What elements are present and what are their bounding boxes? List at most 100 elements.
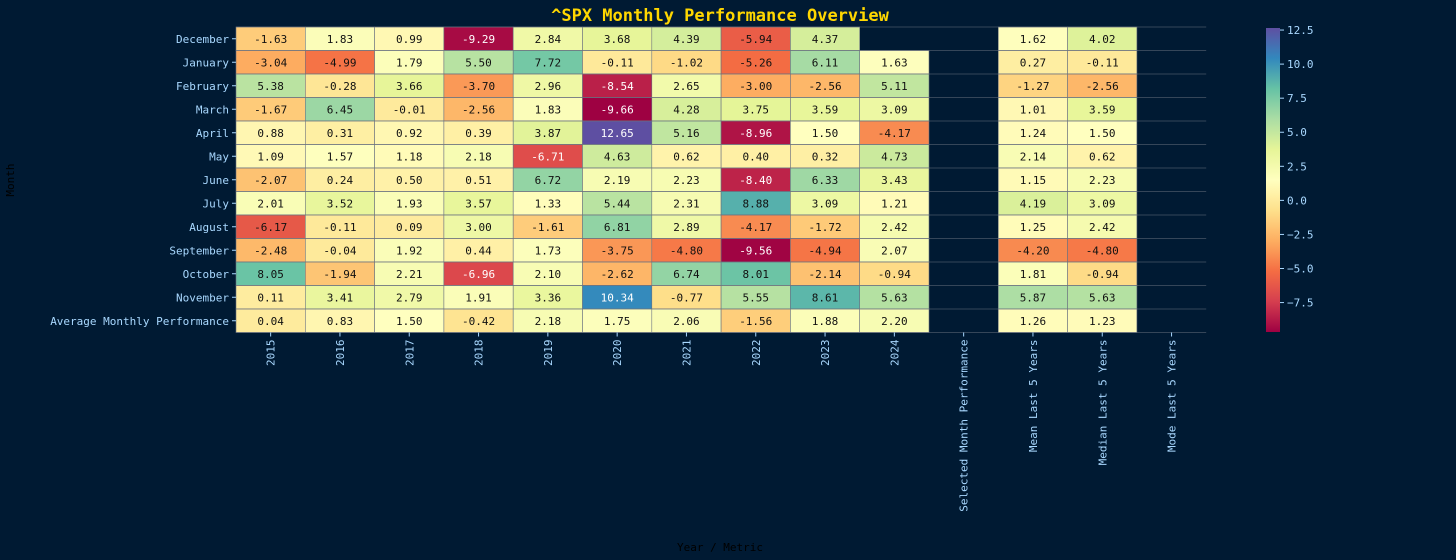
cell-value-label: -9.29: [462, 33, 495, 46]
cell-value-label: 1.63: [881, 56, 908, 69]
cell-value-label: -1.94: [323, 268, 356, 281]
cell-value-label: 4.39: [673, 33, 700, 46]
x-tick-label: 2016: [334, 340, 347, 367]
cell-value-label: -2.56: [462, 103, 495, 116]
cell-value-label: 2.19: [604, 174, 631, 187]
cell-value-label: 8.88: [743, 197, 770, 210]
cell-value-label: -2.56: [1086, 80, 1119, 93]
cell-value-label: 1.92: [396, 244, 423, 257]
x-tick-label: 2021: [680, 340, 693, 367]
cell-value-label: 7.72: [535, 56, 562, 69]
cell-value-label: -2.48: [254, 244, 287, 257]
cell-value-label: -3.04: [254, 56, 287, 69]
y-tick-label: Average Monthly Performance: [50, 315, 229, 328]
cell-value-label: 3.68: [604, 33, 631, 46]
cell-value-label: 2.42: [881, 221, 908, 234]
cell-value-label: 0.40: [743, 150, 770, 163]
cell-value-label: 2.96: [535, 80, 562, 93]
x-tick-label: 2018: [473, 340, 486, 367]
colorbar-tick-label: −2.5: [1287, 228, 1314, 241]
x-tick-label: 2022: [750, 340, 763, 367]
cell-value-label: -1.67: [254, 103, 287, 116]
colorbar-tick-label: −7.5: [1287, 297, 1314, 310]
colorbar-tick-label: −5.0: [1287, 263, 1314, 276]
cell-value-label: -4.80: [670, 244, 703, 257]
colorbar-tick-label: 12.5: [1287, 24, 1314, 37]
cell-value-label: 3.59: [1089, 103, 1116, 116]
y-tick-label: January: [183, 56, 230, 69]
colorbar-tick-label: 7.5: [1287, 92, 1307, 105]
cell-value-label: 0.32: [812, 150, 839, 163]
cell-value-label: 1.23: [1089, 315, 1116, 328]
cell-value-label: 0.83: [327, 315, 354, 328]
cell-value-label: 3.59: [812, 103, 839, 116]
x-tick-label: 2020: [611, 340, 624, 367]
y-tick-label: July: [203, 197, 230, 210]
cell-value-label: -0.77: [670, 291, 703, 304]
cell-value-label: 4.73: [881, 150, 908, 163]
cell-value-label: 1.33: [535, 197, 562, 210]
heatmap-grid: -1.63 1.83 0.99 -9.29 2.84 3.68 4.39 -5.94 4.37 1…: [235, 26, 1207, 333]
cell-value-label: -1.72: [808, 221, 841, 234]
cell-value-label: -0.11: [601, 56, 634, 69]
x-tick-label: 2017: [403, 340, 416, 367]
y-tick-label: December: [176, 33, 229, 46]
cell-value-label: 1.83: [327, 33, 354, 46]
x-tick-label: Selected Month Performance: [958, 340, 971, 512]
cell-value-label: 3.00: [465, 221, 492, 234]
cell-value-label: 0.50: [396, 174, 423, 187]
cell-value-label: 8.01: [743, 268, 770, 281]
cell-value-label: 1.91: [465, 291, 492, 304]
cell-value-label: -0.42: [462, 315, 495, 328]
cell-value-label: 0.31: [327, 127, 354, 140]
cell-value-label: 1.88: [812, 315, 839, 328]
cell-value-label: -0.94: [878, 268, 911, 281]
cell-value-label: -4.20: [1016, 244, 1049, 257]
cell-value-label: 1.81: [1020, 268, 1047, 281]
cell-value-label: 1.93: [396, 197, 423, 210]
cell-value-label: 0.62: [1089, 150, 1116, 163]
cell-value-label: 1.26: [1020, 315, 1047, 328]
cell-value-label: 2.01: [257, 197, 284, 210]
x-tick-labels: 2015 2016 2017 2018 2019 2020 2021 2022 2023 2024…: [265, 332, 1179, 512]
cell-value-label: 10.34: [601, 291, 634, 304]
cell-value-label: 2.07: [881, 244, 908, 257]
x-tick-label: Mode Last 5 Years: [1166, 340, 1179, 453]
cell-value-label: 5.44: [604, 197, 631, 210]
cell-value-label: -9.56: [739, 244, 772, 257]
cell-value-label: 0.24: [327, 174, 354, 187]
x-tick-label: 2023: [819, 340, 832, 367]
cell-value-label: 1.18: [396, 150, 423, 163]
cell-value-label: 6.45: [327, 103, 354, 116]
cell-value-label: -4.80: [1086, 244, 1119, 257]
cell-value-label: 1.50: [812, 127, 839, 140]
cell-value-label: -2.14: [808, 268, 841, 281]
cell-value-label: -3.00: [739, 80, 772, 93]
y-tick-label: March: [196, 103, 229, 116]
cell-value-label: 1.73: [535, 244, 562, 257]
cell-value-label: 5.87: [1020, 291, 1047, 304]
cell-value-label: 6.33: [812, 174, 839, 187]
cell-value-label: 1.57: [327, 150, 354, 163]
cell-value-label: 3.52: [327, 197, 354, 210]
cell-value-label: 0.99: [396, 33, 423, 46]
cell-value-label: 4.63: [604, 150, 631, 163]
cell-value-label: 1.50: [396, 315, 423, 328]
cell-value-label: 1.01: [1020, 103, 1047, 116]
cell-value-label: 0.39: [465, 127, 492, 140]
y-tick-label: October: [183, 268, 230, 281]
cell-value-label: 2.21: [396, 268, 423, 281]
cell-value-label: 0.88: [257, 127, 284, 140]
y-tick-label: May: [209, 150, 229, 163]
cell-value-label: -0.11: [1086, 56, 1119, 69]
colorbar-tick-label: 2.5: [1287, 160, 1307, 173]
cell-value-label: 0.51: [465, 174, 492, 187]
colorbar-ticks: 12.5 10.0 7.5 5.0 2.5 0.0 −2.5 −5.0 −7.5: [1280, 24, 1314, 310]
cell-value-label: -4.99: [323, 56, 356, 69]
cell-value-label: 1.50: [1089, 127, 1116, 140]
cell-value-label: 0.04: [257, 315, 284, 328]
cell-value-label: 0.27: [1020, 56, 1047, 69]
cell-value-label: -8.54: [601, 80, 634, 93]
cell-value-label: 4.02: [1089, 33, 1116, 46]
